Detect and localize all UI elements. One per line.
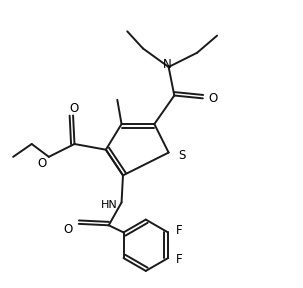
Text: S: S — [178, 149, 186, 162]
Text: F: F — [176, 253, 183, 266]
Text: O: O — [63, 223, 72, 236]
Text: F: F — [176, 224, 183, 238]
Text: HN: HN — [101, 200, 117, 210]
Text: O: O — [70, 102, 79, 115]
Text: O: O — [37, 158, 47, 170]
Text: O: O — [208, 92, 218, 105]
Text: N: N — [163, 58, 171, 71]
